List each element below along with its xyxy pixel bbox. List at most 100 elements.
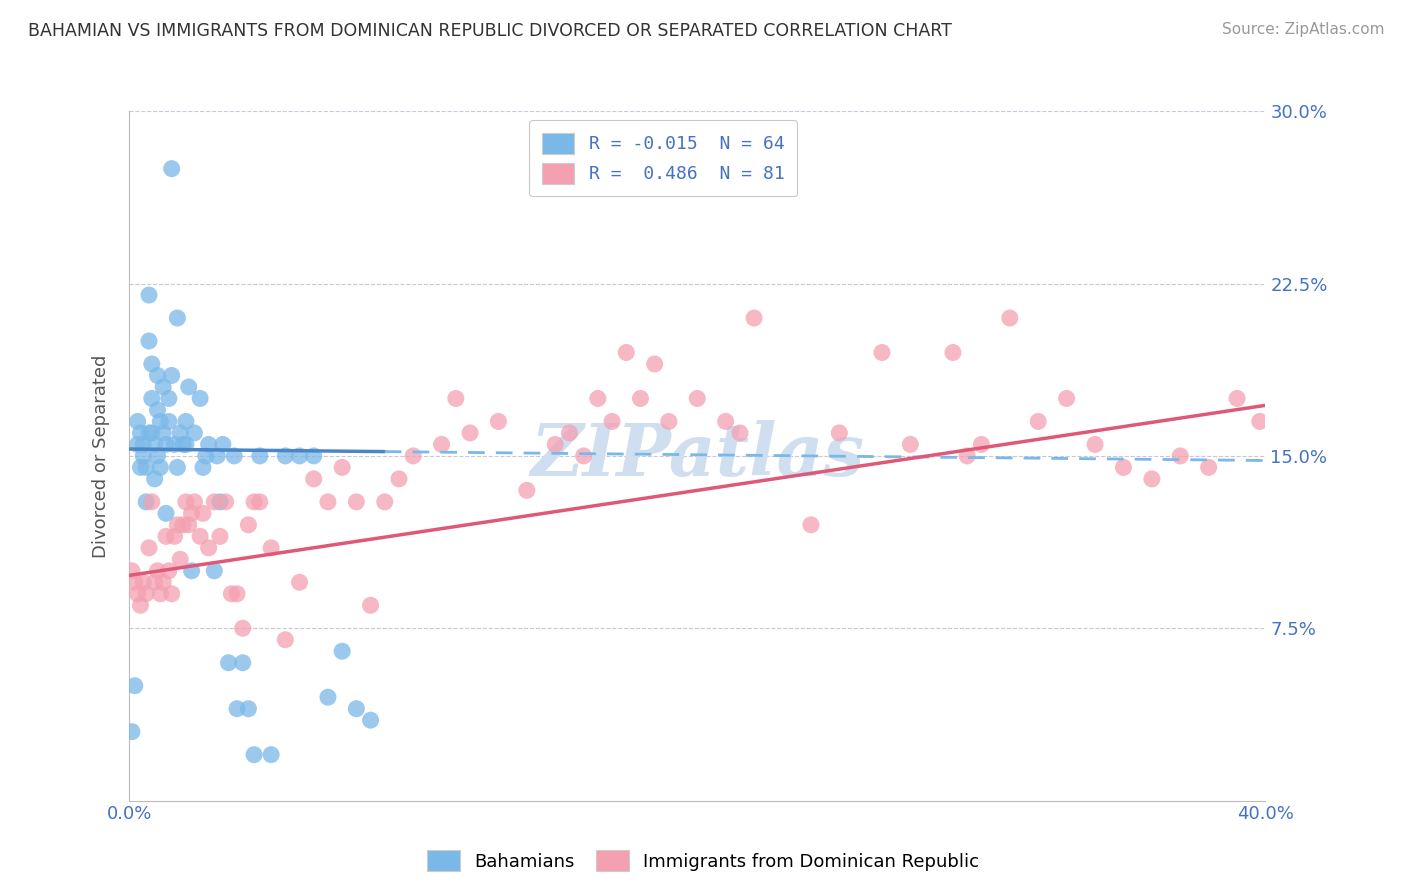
Point <box>124 575 146 590</box>
Point <box>191 460 214 475</box>
Point <box>374 495 396 509</box>
Point <box>226 587 249 601</box>
Point <box>138 334 160 348</box>
Point <box>586 392 609 406</box>
Point <box>155 507 177 521</box>
Point <box>828 425 851 440</box>
Point <box>157 392 180 406</box>
Point <box>166 517 188 532</box>
Point <box>163 437 186 451</box>
Point <box>160 368 183 383</box>
Point <box>486 414 509 428</box>
Point <box>146 449 169 463</box>
Point <box>155 437 177 451</box>
Point <box>260 541 283 555</box>
Point <box>224 449 246 463</box>
Point <box>402 449 425 463</box>
Point <box>141 425 163 440</box>
Point <box>444 392 467 406</box>
Point <box>143 472 166 486</box>
Point <box>152 575 174 590</box>
Point <box>344 702 367 716</box>
Point <box>330 460 353 475</box>
Point <box>129 460 152 475</box>
Point <box>129 425 152 440</box>
Point <box>174 414 197 428</box>
Point <box>658 414 681 428</box>
Point <box>302 472 325 486</box>
Point <box>388 472 411 486</box>
Point <box>942 345 965 359</box>
Point <box>1026 414 1049 428</box>
Point <box>149 460 172 475</box>
Text: BAHAMIAN VS IMMIGRANTS FROM DOMINICAN REPUBLIC DIVORCED OR SEPARATED CORRELATION: BAHAMIAN VS IMMIGRANTS FROM DOMINICAN RE… <box>28 22 952 40</box>
Point <box>243 495 266 509</box>
Point <box>330 644 353 658</box>
Point <box>143 575 166 590</box>
Point <box>243 747 266 762</box>
Point <box>1249 414 1271 428</box>
Point <box>132 449 155 463</box>
Point <box>160 587 183 601</box>
Point <box>146 564 169 578</box>
Point <box>127 437 149 451</box>
Point <box>302 449 325 463</box>
Point <box>180 507 202 521</box>
Point <box>970 437 993 451</box>
Point <box>127 414 149 428</box>
Point <box>998 311 1021 326</box>
Point <box>430 437 453 451</box>
Point <box>1168 449 1191 463</box>
Point <box>152 380 174 394</box>
Point <box>149 414 172 428</box>
Point <box>600 414 623 428</box>
Point <box>132 437 155 451</box>
Point <box>232 656 254 670</box>
Point <box>188 529 211 543</box>
Point <box>166 460 188 475</box>
Point <box>360 713 382 727</box>
Point <box>558 425 581 440</box>
Point <box>208 495 231 509</box>
Point <box>202 495 225 509</box>
Point <box>197 541 219 555</box>
Point <box>1056 392 1078 406</box>
Point <box>238 702 260 716</box>
Point <box>630 392 652 406</box>
Point <box>174 495 197 509</box>
Point <box>249 495 271 509</box>
Point <box>169 425 191 440</box>
Point <box>135 495 157 509</box>
Point <box>1198 460 1220 475</box>
Point <box>614 345 637 359</box>
Point <box>138 288 160 302</box>
Point <box>316 495 339 509</box>
Point <box>121 724 143 739</box>
Text: Source: ZipAtlas.com: Source: ZipAtlas.com <box>1222 22 1385 37</box>
Point <box>138 541 160 555</box>
Point <box>143 437 166 451</box>
Point <box>232 621 254 635</box>
Point <box>644 357 666 371</box>
Point <box>898 437 921 451</box>
Point <box>288 575 311 590</box>
Point <box>211 437 233 451</box>
Point <box>146 403 169 417</box>
Point <box>221 587 243 601</box>
Point <box>260 747 283 762</box>
Point <box>686 392 709 406</box>
Y-axis label: Divorced or Separated: Divorced or Separated <box>93 354 110 558</box>
Legend: R = -0.015  N = 64, R =  0.486  N = 81: R = -0.015 N = 64, R = 0.486 N = 81 <box>529 120 797 196</box>
Point <box>728 425 751 440</box>
Point <box>183 425 205 440</box>
Point <box>160 161 183 176</box>
Point <box>138 425 160 440</box>
Point <box>124 679 146 693</box>
Point <box>172 437 194 451</box>
Point <box>191 507 214 521</box>
Point <box>169 552 191 566</box>
Point <box>226 702 249 716</box>
Point <box>141 392 163 406</box>
Point <box>238 517 260 532</box>
Point <box>1140 472 1163 486</box>
